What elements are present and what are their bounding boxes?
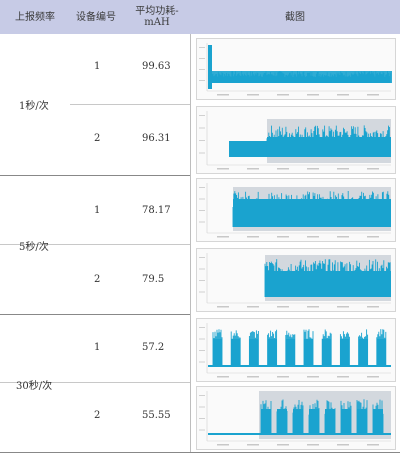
header-avg-power: 平均功耗-mAH [135,6,179,28]
header-screenshot: 截图 [285,11,305,23]
frequency-label: 1秒/次 [19,101,49,112]
device-number: 1 [94,205,101,216]
group-label-rule [0,382,70,383]
avg-power-value: 57.2 [142,342,165,353]
group-label-rule [0,244,70,245]
group-separator [0,314,190,315]
group-separator [0,175,190,176]
power-trace-screenshot [196,386,396,450]
power-trace-graphic [197,249,395,311]
power-trace-screenshot [196,38,396,100]
table-header: 上报频率 设备编号 平均功耗-mAH 截图 [0,0,400,34]
power-trace-graphic [197,107,395,173]
header-device-no: 设备编号 [76,11,116,23]
power-trace-graphic [197,319,395,381]
frequency-label: 5秒/次 [19,242,49,253]
device-number: 2 [94,133,101,144]
device-number: 2 [94,274,101,285]
power-trace-screenshot [196,248,396,312]
power-trace-graphic [197,387,395,449]
avg-power-value: 78.17 [142,205,171,216]
row-separator [70,382,190,383]
power-trace-graphic [197,179,395,241]
power-trace-screenshot [196,178,396,242]
frequency-label: 30秒/次 [16,381,53,392]
row-separator [70,104,190,105]
device-number: 2 [94,410,101,421]
power-trace-screenshot [196,318,396,382]
avg-power-value: 55.55 [142,410,171,421]
device-number: 1 [94,61,101,72]
power-trace-graphic [197,39,395,99]
device-number: 1 [94,342,101,353]
power-trace-screenshot [196,106,396,174]
avg-power-value: 99.63 [142,61,171,72]
avg-power-value: 79.5 [142,274,165,285]
column-divider [190,34,191,453]
row-separator [70,244,190,245]
header-frequency: 上报频率 [15,11,55,23]
avg-power-value: 96.31 [142,133,171,144]
